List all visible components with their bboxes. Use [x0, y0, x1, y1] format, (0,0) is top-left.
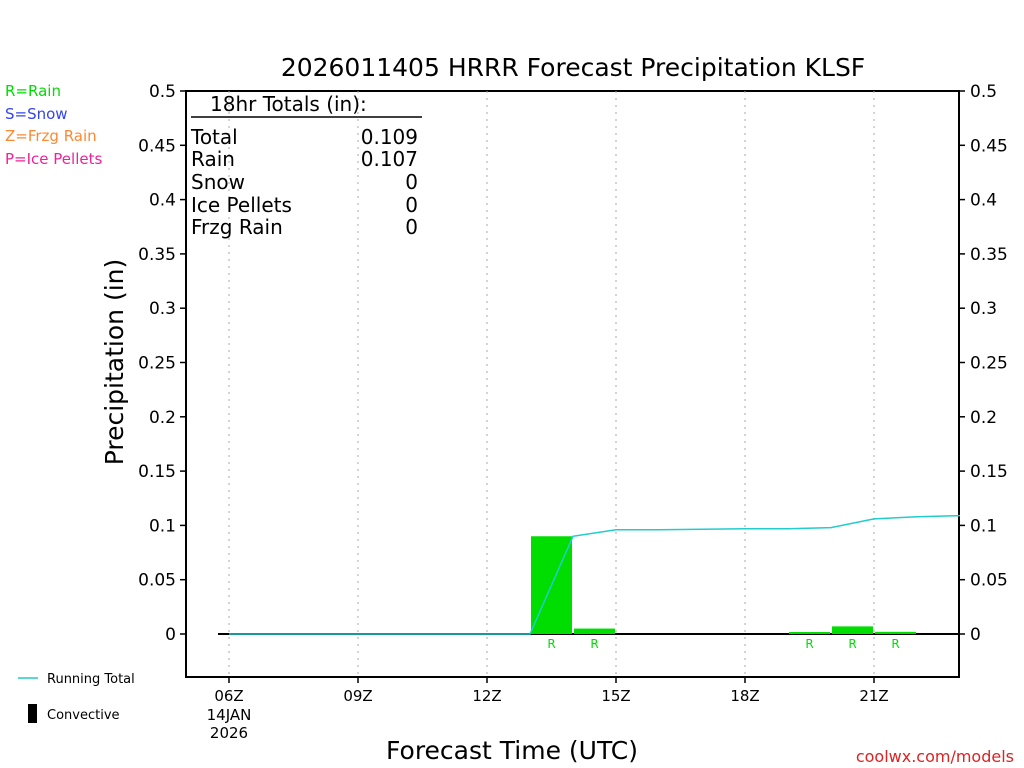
totals-label-snow: Snow	[191, 170, 245, 194]
y-tick-label: 0.15	[970, 462, 1008, 482]
legend-convective-label: Convective	[47, 708, 120, 723]
y-tick-label: 0.45	[138, 136, 176, 156]
precip-bar	[574, 628, 615, 634]
totals-value-ice: 0	[405, 193, 418, 217]
chart-title: 2026011405 HRRR Forecast Precipitation K…	[281, 53, 865, 82]
x-tick-label: 15Z	[601, 687, 630, 705]
y-tick-label: 0	[165, 625, 176, 645]
y-axis-left: 0.5 0.45 0.4 0.35 0.3 0.25 0.2 0.15 0.1 0.05 0	[138, 82, 186, 645]
credit-link[interactable]: coolwx.com/models	[856, 747, 1014, 766]
legend-frzg-rain: Z=Frzg Rain	[5, 127, 97, 145]
precip-type-legend: R=Rain S=Snow Z=Frzg Rain P=Ice Pellets	[5, 82, 102, 168]
legend-convective-swatch	[28, 704, 37, 723]
totals-label-total: Total	[190, 125, 238, 149]
totals-label-frzg: Frzg Rain	[191, 215, 283, 239]
y-tick-label: 0	[970, 625, 981, 645]
line-legend: Running Total Convective	[18, 672, 135, 723]
precip-bar	[789, 632, 830, 634]
totals-value-total: 0.109	[361, 125, 418, 149]
legend-rain: R=Rain	[5, 82, 61, 100]
x-tick-label: 18Z	[730, 687, 759, 705]
y-axis-right: 0.5 0.45 0.4 0.35 0.3 0.25 0.2 0.15 0.1 0.05 0	[959, 82, 1008, 645]
precip-type-label: R	[805, 637, 813, 651]
y-tick-label: 0.1	[970, 516, 997, 536]
y-tick-label: 0.2	[149, 408, 176, 428]
x-axis-label: Forecast Time (UTC)	[386, 736, 638, 765]
totals-label-ice: Ice Pellets	[191, 193, 292, 217]
totals-value-snow: 0	[405, 170, 418, 194]
precip-bar	[875, 631, 916, 634]
precip-type-label: R	[547, 637, 555, 651]
y-tick-label: 0.1	[149, 516, 176, 536]
y-tick-label: 0.35	[970, 245, 1008, 265]
y-tick-label: 0.2	[970, 408, 997, 428]
x-tick-label: 06Z	[214, 687, 243, 705]
y-tick-label: 0.5	[149, 82, 176, 102]
totals-box: 18hr Totals (in): Total 0.109 Rain 0.107…	[190, 92, 422, 239]
precip-type-label: R	[848, 637, 856, 651]
x-tick-label: 21Z	[859, 687, 888, 705]
y-tick-label: 0.25	[970, 354, 1008, 374]
totals-header: 18hr Totals (in):	[210, 92, 367, 116]
totals-value-frzg: 0	[405, 215, 418, 239]
y-tick-label: 0.3	[970, 299, 997, 319]
precip-bar	[832, 626, 873, 634]
y-tick-label: 0.5	[970, 82, 997, 102]
y-axis-label: Precipitation (in)	[100, 259, 129, 466]
precip-type-label: R	[891, 637, 899, 651]
y-tick-label: 0.4	[970, 191, 997, 211]
y-tick-label: 0.25	[138, 354, 176, 374]
y-tick-label: 0.15	[138, 462, 176, 482]
precip-bars	[531, 536, 916, 634]
x-tick-label: 12Z	[472, 687, 501, 705]
date-label-day: 14JAN	[207, 706, 252, 724]
totals-label-rain: Rain	[191, 147, 235, 171]
legend-snow: S=Snow	[5, 105, 68, 123]
y-tick-label: 0.3	[149, 299, 176, 319]
y-tick-label: 0.05	[970, 571, 1008, 591]
running-total-line	[229, 514, 961, 635]
legend-running-total-label: Running Total	[47, 672, 135, 687]
legend-ice-pellets: P=Ice Pellets	[5, 150, 102, 168]
totals-value-rain: 0.107	[361, 147, 418, 171]
y-tick-label: 0.35	[138, 245, 176, 265]
precip-type-label: R	[590, 637, 598, 651]
x-tick-label: 09Z	[343, 687, 372, 705]
y-tick-label: 0.45	[970, 136, 1008, 156]
date-label-year: 2026	[210, 724, 248, 742]
y-tick-label: 0.4	[149, 191, 176, 211]
y-tick-label: 0.05	[138, 571, 176, 591]
plot-frame	[185, 90, 960, 678]
x-axis: 06Z 09Z 12Z 15Z 18Z 21Z	[214, 677, 889, 705]
